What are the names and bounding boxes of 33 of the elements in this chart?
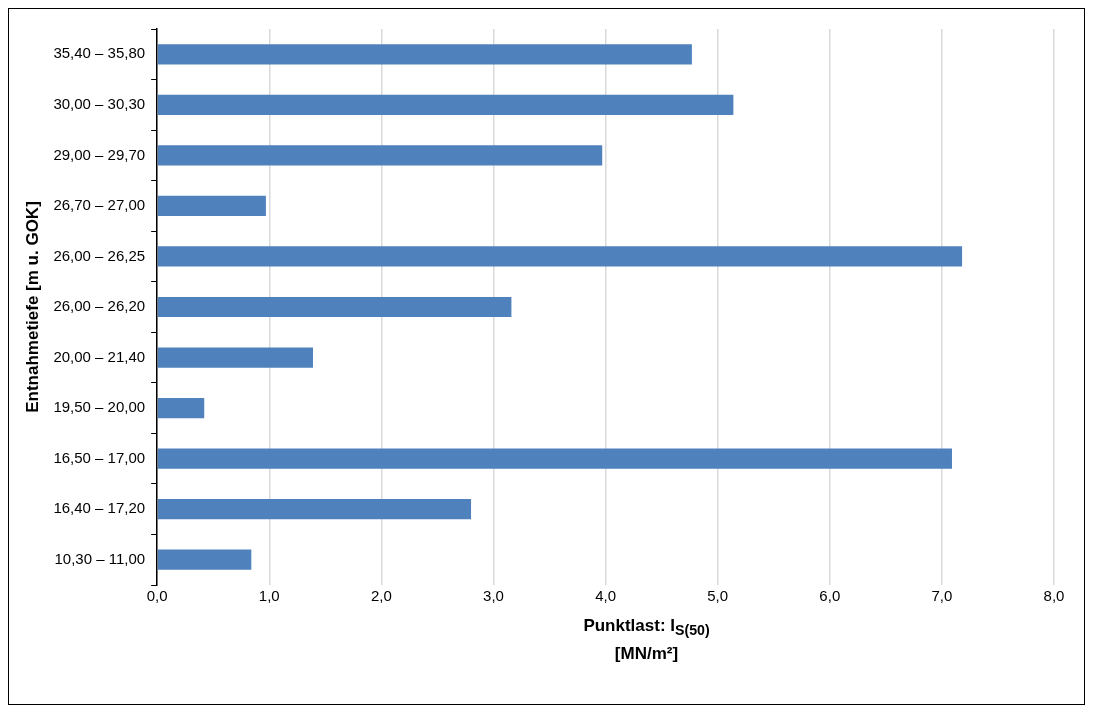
bar [157,145,603,166]
x-tick-label: 0,0 [146,587,168,605]
x-tick-label: 6,0 [819,587,841,605]
bar [157,397,205,419]
x-axis-title: Punktlast: I$_{S(50)}$ [MN/m²] [582,615,711,666]
x-tick-label: 3,0 [483,587,504,605]
y-tick-label: 29,00 – 29,70 [53,145,146,163]
y-tick-label: 10,30 – 11,00 [54,549,146,567]
y-tick-label: 16,40 – 17,20 [53,499,146,517]
bar [157,296,512,318]
y-tick-label: 26,00 – 26,20 [53,297,146,315]
x-tick-label: 8,0 [1043,587,1065,605]
bar [157,195,266,217]
bar [157,44,692,65]
x-tick-label: 1,0 [258,587,280,605]
bar [157,448,952,469]
bar [157,347,313,368]
x-tick-label: 4,0 [595,587,616,605]
bar [157,94,734,115]
x-tick-label: 7,0 [931,587,953,605]
y-tick-label: 20,00 – 21,40 [53,347,146,365]
y-tick-label: 26,70 – 27,00 [53,196,146,214]
x-tick-label: 5,0 [707,587,729,605]
y-axis-title: Entnahmetiefe [m u. GOK] [22,201,42,413]
y-tick-label: 19,50 – 20,00 [53,398,146,416]
y-tick-label: 30,00 – 30,30 [53,94,146,112]
x-tick-label: 2,0 [370,587,392,605]
bar [157,499,472,520]
bar [157,549,252,570]
y-tick-label: 16,50 – 17,00 [53,448,146,466]
bar [157,246,963,267]
y-tick-label: 35,40 – 35,80 [53,44,146,62]
y-tick-label: 26,00 – 26,25 [53,246,146,264]
